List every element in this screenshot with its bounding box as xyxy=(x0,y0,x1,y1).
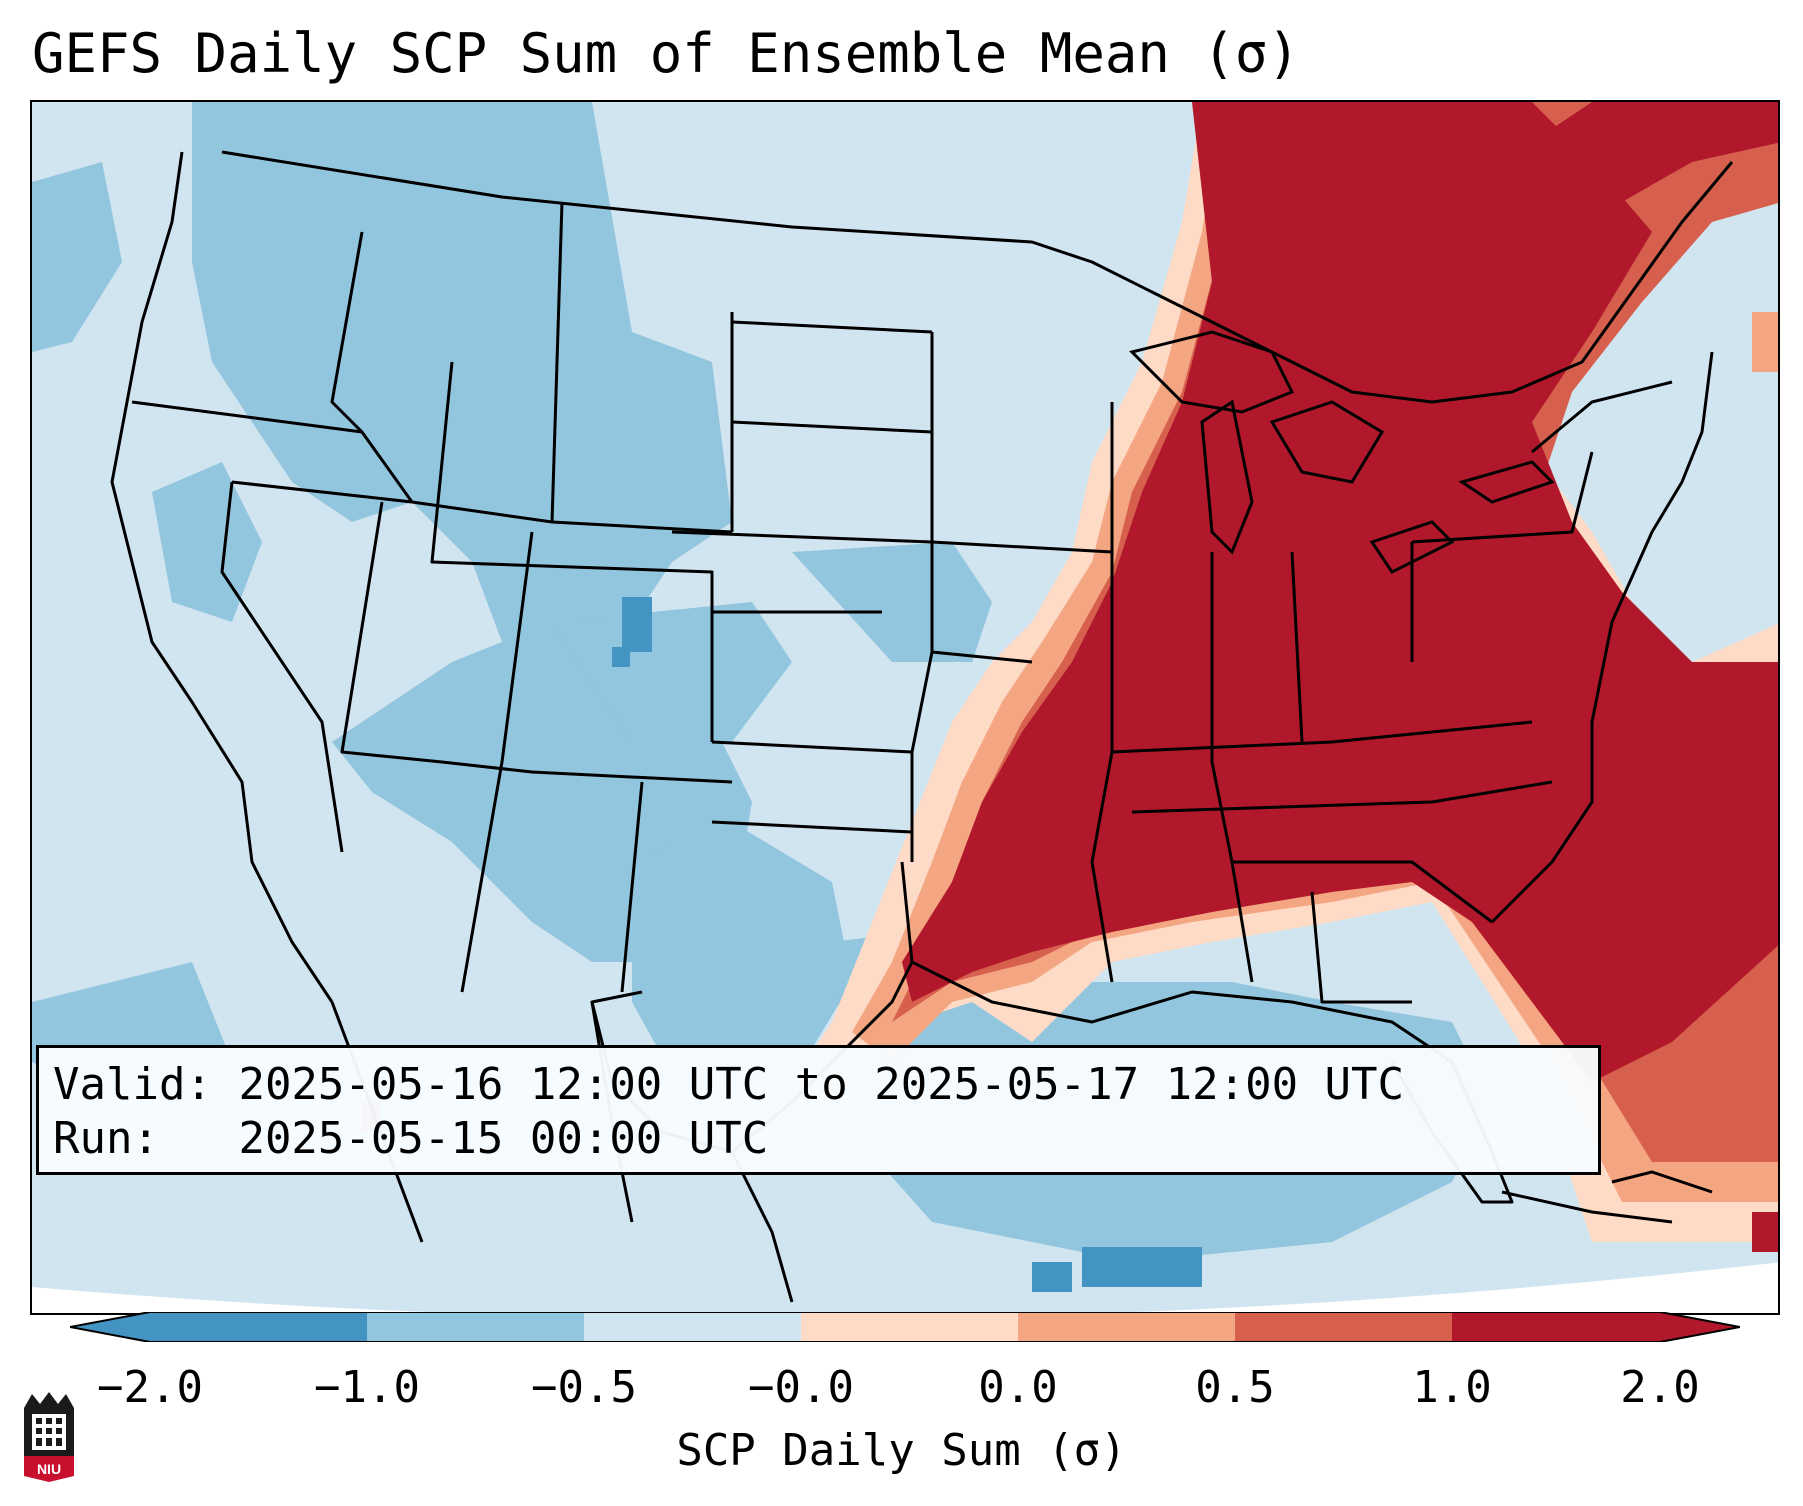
colorbar-segment-4 xyxy=(801,1312,1018,1342)
colorbar-tick-label-6: 0.5 xyxy=(1195,1362,1275,1413)
field-very-high xyxy=(902,102,1778,1252)
colorbar xyxy=(70,1312,1740,1342)
outside-domain xyxy=(32,1262,1778,1313)
colorbar-segment-3 xyxy=(584,1312,801,1342)
svg-text:NIU: NIU xyxy=(37,1461,61,1477)
colorbar-segment-6 xyxy=(1235,1312,1452,1342)
colorbar-tick-label-4: −0.0 xyxy=(748,1362,854,1413)
colorbar-segment-1 xyxy=(150,1312,367,1342)
run-label: Run: xyxy=(53,1113,212,1164)
colorbar-segment-5 xyxy=(1018,1312,1235,1342)
valid-value: 2025-05-16 12:00 UTC to 2025-05-17 12:00… xyxy=(238,1059,1405,1110)
run-value: 2025-05-15 00:00 UTC xyxy=(238,1113,769,1164)
colorbar-tick-label-7: 1.0 xyxy=(1412,1362,1492,1413)
colorbar-extend-right xyxy=(1660,1312,1740,1342)
valid-label: Valid: xyxy=(53,1059,212,1110)
colorbar-extend-left xyxy=(70,1312,150,1342)
great-lakes xyxy=(1129,330,1555,574)
colorbar-label: SCP Daily Sum (σ) xyxy=(676,1425,1127,1476)
field-low-areas xyxy=(32,102,1492,1262)
colorbar-segment-7 xyxy=(1452,1312,1660,1342)
colorbar-tick-label-3: −0.5 xyxy=(531,1362,637,1413)
colorbar-tick-label-5: 0.0 xyxy=(978,1362,1058,1413)
colorbar-tick-label-2: −1.0 xyxy=(314,1362,420,1413)
colorbar-tick-label-8: 2.0 xyxy=(1620,1362,1700,1413)
map-title: GEFS Daily SCP Sum of Ensemble Mean (σ) xyxy=(32,22,1300,85)
valid-run-info-box: Valid: 2025-05-16 12:00 UTC to 2025-05-1… xyxy=(36,1045,1601,1175)
field-very-low-areas xyxy=(612,597,1202,1292)
colorbar-segment-2 xyxy=(367,1312,584,1342)
niu-huskie-logo-icon: NIU xyxy=(24,1392,74,1482)
colorbar-tick-label-1: −2.0 xyxy=(97,1362,203,1413)
